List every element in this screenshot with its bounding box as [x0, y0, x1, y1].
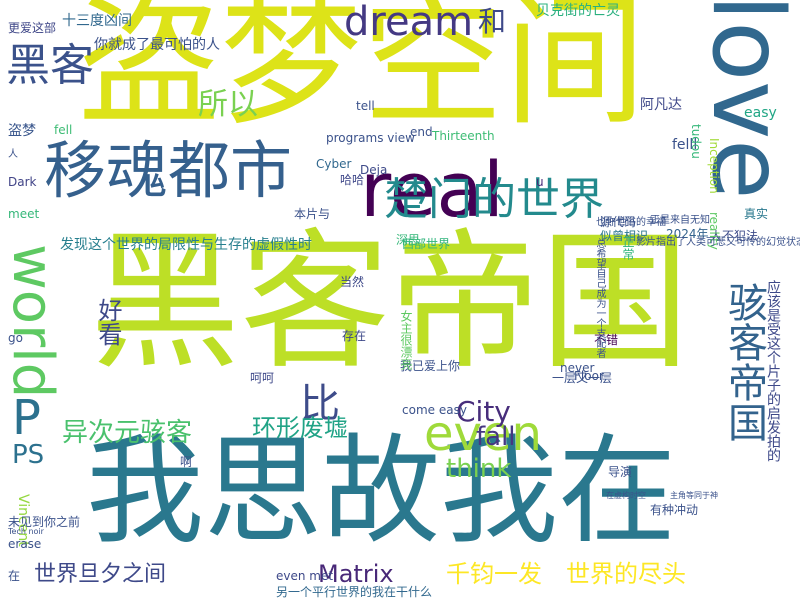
- word-cogito: 我思故我在: [86, 422, 677, 560]
- word-fallen-for-you: 我已爱上你: [400, 359, 461, 373]
- word-dark: Dark: [8, 175, 37, 189]
- word-tudou: tudou: [689, 124, 703, 159]
- word-haokan: 好看: [94, 298, 122, 346]
- word-vincent: Vincent: [15, 494, 31, 547]
- word-daomeng: 盗梦: [8, 123, 36, 139]
- word-layer-upon-layer: 一层又一层: [552, 371, 613, 385]
- word-bi: 比: [300, 381, 340, 427]
- word-haha: 哈哈: [340, 173, 365, 187]
- word-love: love: [690, 0, 800, 200]
- word-think: think: [446, 454, 512, 484]
- word-ren: 人: [8, 149, 18, 160]
- word-end: end: [410, 125, 433, 139]
- word-bucuo: 不错: [594, 333, 619, 347]
- word-before-meeting-you: 未见到你之前: [8, 515, 81, 529]
- word-parallel-world: 另一个平行世界的我在干什么: [276, 585, 433, 599]
- word-zhenshi: 真实: [744, 207, 769, 221]
- word-baker-street-cn: 贝克街的亡灵: [536, 3, 620, 19]
- word-u: u: [536, 175, 544, 189]
- word-fictional-spacetime: 在虚构时空: [606, 491, 646, 500]
- word-zhengchang: 正常: [621, 236, 635, 260]
- word-fall: fall: [476, 422, 516, 452]
- word-2024: 2024年: [666, 227, 709, 241]
- word-thirteenth: Thirteenth: [432, 129, 495, 143]
- word-impulse: 有种冲动: [650, 503, 699, 517]
- word-never: never: [560, 361, 595, 375]
- word-fell: fell: [54, 123, 73, 137]
- word-truman-show-cn: 楚门的世界: [384, 174, 604, 225]
- word-dangran: 当然: [340, 275, 365, 289]
- word-westworld-cn: 西部世界: [402, 237, 451, 251]
- word-gattaca-cn: 千钧一发: [446, 560, 542, 588]
- word-world-on-wire-cn: 世界旦夕之间: [34, 562, 167, 587]
- word-hehe: 呵呵: [250, 371, 275, 385]
- word-he: 和: [478, 5, 507, 38]
- word-from-ignorance: 正是来自无知: [650, 215, 710, 226]
- word-source-code-cn: 源代码: [600, 215, 637, 229]
- word-even: even: [424, 406, 542, 462]
- word-illusion-phrase: 影片指出了人类可悲又可怜的幻觉状态: [636, 237, 800, 248]
- word-deja-vu-cn: 似曾相识: [600, 229, 649, 243]
- word-phrase-limits: 发现这个世界的局限性与生存的虚假性时: [60, 237, 312, 253]
- word-felll: felll: [672, 137, 698, 153]
- word-reality: reality: [707, 212, 721, 250]
- word-avatar-cn: 阿凡达: [640, 97, 682, 113]
- word-programs-view: programs view: [326, 131, 415, 145]
- word-meet: meet: [8, 207, 40, 221]
- word-inception-en: Inception: [707, 138, 721, 194]
- word-go: go: [8, 331, 23, 345]
- word-a: 啊: [180, 455, 193, 469]
- word-dream: dream: [344, 0, 474, 45]
- word-end-of-world-cn: 世界的尽头: [566, 560, 686, 588]
- word-dark-city-cn: 移魂都市: [44, 134, 293, 207]
- word-circular-ruins-cn: 环形废墟: [252, 414, 348, 442]
- word-real: real: [360, 145, 505, 234]
- word-city: City: [456, 395, 511, 428]
- word-inception-cn: 盗梦空间: [78, 0, 646, 145]
- word-zai: 在: [8, 569, 21, 583]
- word-p: P: [12, 390, 41, 446]
- word-erase: erase: [8, 537, 42, 551]
- word-even-met: even met: [276, 569, 334, 583]
- word-cunzai: 存在: [342, 329, 367, 343]
- word-inspired-by: 应该是受这个片子的启发拍的: [765, 280, 781, 462]
- word-beautiful-actress: 女主很漂亮: [399, 310, 413, 370]
- word-shensi: 深思: [396, 233, 421, 247]
- word-cyber: Cyber: [316, 157, 352, 171]
- word-come-easy: come easy: [402, 403, 467, 417]
- word-world: world: [0, 244, 65, 399]
- word-13-cn: 十三度凶间: [62, 13, 132, 29]
- word-more-love: 更爱这部: [8, 21, 57, 35]
- word-matrix-en: Matrix: [318, 560, 394, 588]
- word-scariest-person: 你就成了最可怕的人: [94, 37, 220, 53]
- word-renbufanfa: 人不犯法: [710, 229, 759, 243]
- word-matrix-cn: 黑客帝国: [90, 216, 691, 390]
- word-floor: Floor: [574, 369, 604, 383]
- word-thirteenth-floor-cn: 异次元骇客: [62, 418, 193, 448]
- word-suoyi: 所以: [198, 87, 258, 122]
- word-ps: PS: [12, 440, 45, 470]
- word-tech-noir: Tech noir: [8, 527, 44, 536]
- word-director: 导演: [608, 465, 633, 479]
- word-tell: tell: [356, 99, 375, 113]
- word-dominator-phrase: 总希望自己成为一个支配者: [594, 238, 605, 358]
- word-benpianyu: 本片与: [294, 207, 331, 221]
- word-secular-happiness: 也许世俗的幸福: [596, 217, 666, 228]
- word-matrix-alt-cn: 骇客帝国: [721, 282, 767, 442]
- word-protagonist-god: 主角等同于神: [670, 491, 718, 500]
- word-easy: easy: [744, 105, 777, 121]
- word-deja: Deja: [360, 163, 388, 177]
- word-hacker: 黑客: [6, 40, 94, 91]
